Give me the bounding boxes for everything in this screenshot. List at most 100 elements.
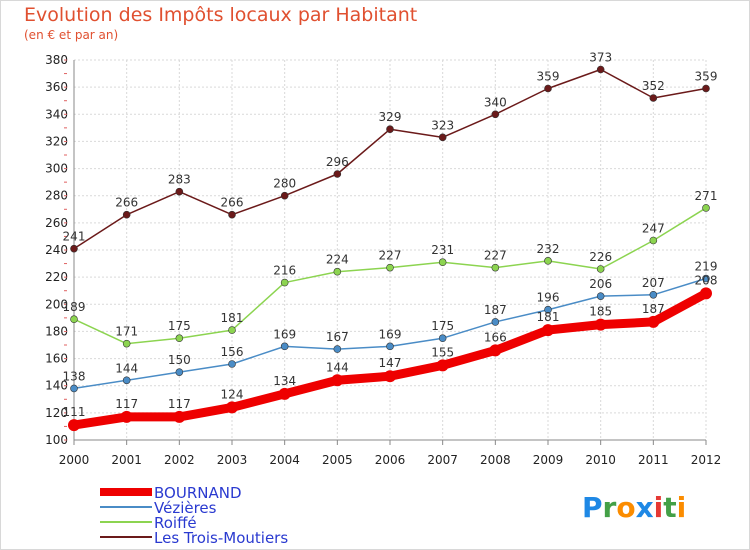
x-tick-label: 2010 — [585, 453, 616, 467]
data-point — [226, 401, 238, 414]
data-labels: 241 266 283 266 280 296 329 323 340 359 373 352 359 1… — [63, 51, 718, 420]
data-label: 280 — [273, 177, 296, 191]
data-point — [596, 65, 605, 74]
logo-letter: P — [582, 491, 603, 524]
data-point — [175, 187, 184, 196]
y-tick-label: 240 — [45, 243, 68, 257]
y-tick-label: 120 — [45, 406, 68, 420]
y-tick-label: 100 — [45, 433, 68, 447]
data-label: 227 — [484, 249, 507, 263]
data-label: 206 — [589, 277, 612, 291]
data-label: 329 — [379, 110, 402, 124]
proxiti-logo: Proxiti — [582, 491, 686, 524]
data-point — [70, 315, 78, 324]
y-tick-label: 160 — [45, 352, 68, 366]
x-tick-label: 2002 — [164, 453, 195, 467]
data-point — [278, 387, 291, 400]
legend-label: Roiffé — [154, 514, 197, 532]
data-point — [175, 368, 184, 376]
data-label: 175 — [168, 319, 191, 333]
data-label: 185 — [589, 305, 612, 319]
data-label: 117 — [115, 397, 138, 411]
data-point — [68, 419, 80, 432]
x-tick-label: 2000 — [59, 453, 90, 467]
y-tick-label: 300 — [45, 162, 68, 176]
y-tick-label: 280 — [45, 189, 68, 203]
chart-subtitle: (en € et par an) — [24, 28, 118, 42]
y-tick-label: 320 — [45, 134, 68, 148]
logo-letter: r — [603, 491, 617, 524]
data-point — [333, 345, 342, 353]
data-label: 226 — [589, 250, 612, 264]
data-label: 219 — [695, 260, 718, 274]
data-label: 167 — [326, 330, 349, 344]
data-label: 156 — [221, 345, 244, 359]
y-tick-label: 380 — [45, 53, 68, 67]
data-label: 296 — [326, 155, 349, 169]
data-label: 216 — [273, 264, 296, 278]
logo-letter: t — [663, 491, 676, 524]
data-point — [333, 267, 342, 276]
x-tick-label: 2012 — [691, 453, 722, 467]
data-label: 207 — [642, 276, 665, 290]
data-label: 134 — [273, 374, 296, 388]
x-tick-label: 2009 — [533, 453, 564, 467]
data-point — [702, 274, 710, 283]
data-label: 359 — [695, 70, 718, 84]
data-point — [649, 236, 658, 245]
data-point — [491, 263, 500, 272]
data-label: 352 — [642, 79, 665, 93]
data-point — [70, 384, 78, 393]
x-tick-label: 2001 — [111, 453, 142, 467]
data-label: 181 — [221, 311, 244, 325]
data-label: 224 — [326, 253, 349, 267]
data-label: 359 — [537, 70, 560, 84]
series-group — [68, 65, 712, 432]
data-label: 271 — [695, 189, 718, 203]
legend-label: Vézières — [154, 499, 217, 517]
data-label: 150 — [168, 353, 191, 367]
data-point — [228, 210, 236, 219]
data-label: 241 — [63, 230, 86, 244]
data-point — [489, 344, 502, 357]
data-point — [702, 204, 710, 212]
data-point — [228, 360, 236, 368]
data-label: 171 — [115, 325, 138, 339]
data-label: 373 — [589, 51, 612, 65]
x-tick-label: 2005 — [322, 453, 353, 467]
data-label: 231 — [431, 243, 454, 257]
data-point — [702, 84, 710, 93]
data-label: 227 — [379, 249, 402, 263]
data-label: 208 — [695, 273, 718, 287]
data-label: 169 — [379, 327, 402, 341]
data-label: 117 — [168, 397, 191, 411]
data-point — [647, 315, 660, 328]
data-point — [280, 191, 289, 200]
data-label: 247 — [642, 222, 665, 236]
legend-label: Les Trois-Moutiers — [154, 529, 288, 547]
data-point — [544, 257, 552, 265]
axes: 100 120 140 160 180 200 220 240 260 280 300 320 340 3… — [45, 53, 721, 467]
y-tick-label: 360 — [45, 80, 68, 94]
x-tick-label: 2007 — [427, 453, 458, 467]
data-point — [280, 342, 289, 351]
x-tick-label: 2011 — [638, 453, 669, 467]
data-point — [438, 258, 447, 267]
data-point — [228, 326, 236, 334]
data-point — [700, 287, 712, 300]
data-label: 266 — [115, 196, 138, 210]
data-point — [649, 290, 658, 299]
data-point — [438, 133, 447, 142]
data-point — [386, 342, 394, 351]
data-point — [491, 110, 500, 119]
data-label: 144 — [326, 360, 349, 374]
data-point — [544, 84, 552, 93]
data-point — [649, 94, 658, 102]
data-point — [280, 278, 289, 287]
data-label: 111 — [63, 405, 86, 419]
data-label: 323 — [431, 118, 454, 132]
data-point — [333, 170, 342, 178]
logo-letter: i — [654, 491, 664, 524]
y-tick-label: 260 — [45, 216, 68, 230]
